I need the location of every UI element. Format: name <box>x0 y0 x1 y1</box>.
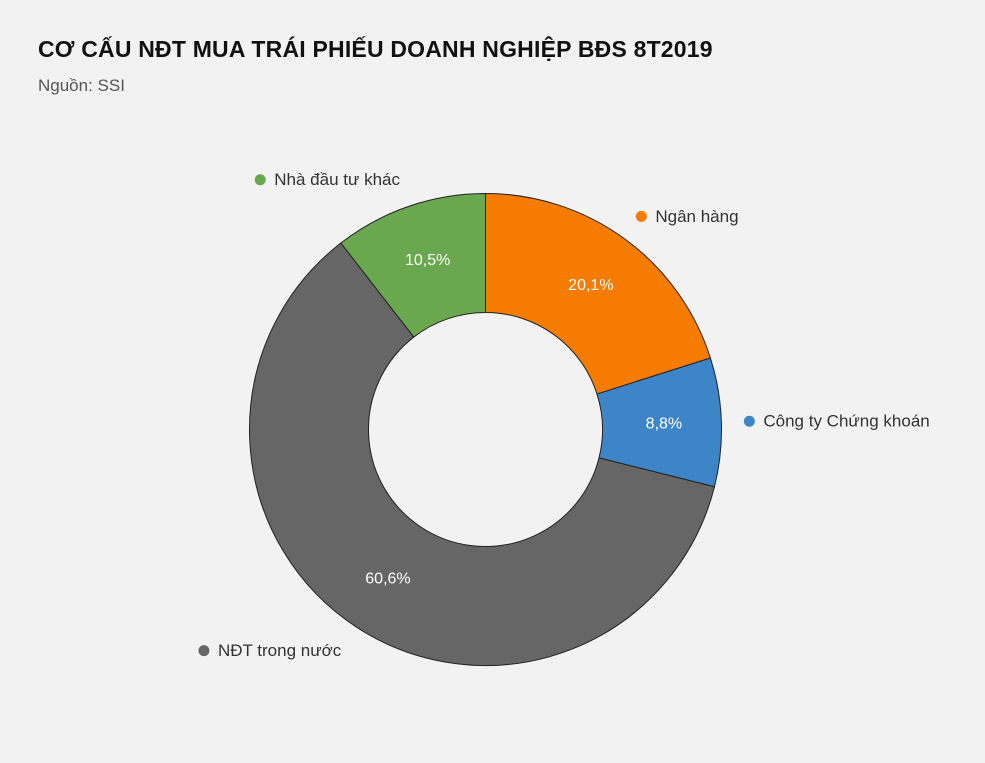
legend-marker-ngan-hang <box>635 210 647 222</box>
legend-label-nha-dau-tu-khac: Nhà đầu tư khác <box>274 170 400 189</box>
slice-nha-dau-tu-khac <box>340 192 486 338</box>
slices-group <box>249 192 722 666</box>
legend-group: Ngân hàng Công ty Chứng khoán NĐT trong nư… <box>198 170 930 660</box>
slice-ndt-trong-nuoc <box>249 242 716 666</box>
chart-source: Nguồn: SSI <box>38 76 125 95</box>
legend-label-ndt-trong-nuoc: NĐT trong nước <box>218 641 342 660</box>
legend-label-cong-ty-chung-khoan: Công ty Chứng khoán <box>763 412 929 431</box>
legend-item-ndt-trong-nuoc: NĐT trong nước <box>198 641 342 660</box>
legend-marker-cong-ty-chung-khoan <box>743 415 755 427</box>
legend-marker-nha-dau-tu-khac <box>254 174 266 186</box>
value-labels-group: 20,1% 8,8% 60,6% 10,5% <box>365 252 682 587</box>
legend-marker-ndt-trong-nuoc <box>198 645 210 657</box>
value-label-ngan-hang: 20,1% <box>568 277 613 294</box>
slice-ngan-hang <box>485 192 712 395</box>
legend-item-ngan-hang: Ngân hàng <box>635 207 739 226</box>
value-label-ndt-trong-nuoc: 60,6% <box>365 570 410 587</box>
legend-item-nha-dau-tu-khac: Nhà đầu tư khác <box>254 170 400 189</box>
legend-item-cong-ty-chung-khoan: Công ty Chứng khoán <box>743 412 930 431</box>
chart-title: CƠ CẤU NĐT MUA TRÁI PHIẾU DOANH NGHIỆP B… <box>38 36 713 62</box>
legend-label-ngan-hang: Ngân hàng <box>655 207 738 226</box>
value-label-cong-ty-chung-khoan: 8,8% <box>646 415 682 432</box>
value-label-nha-dau-tu-khac: 10,5% <box>405 252 450 269</box>
